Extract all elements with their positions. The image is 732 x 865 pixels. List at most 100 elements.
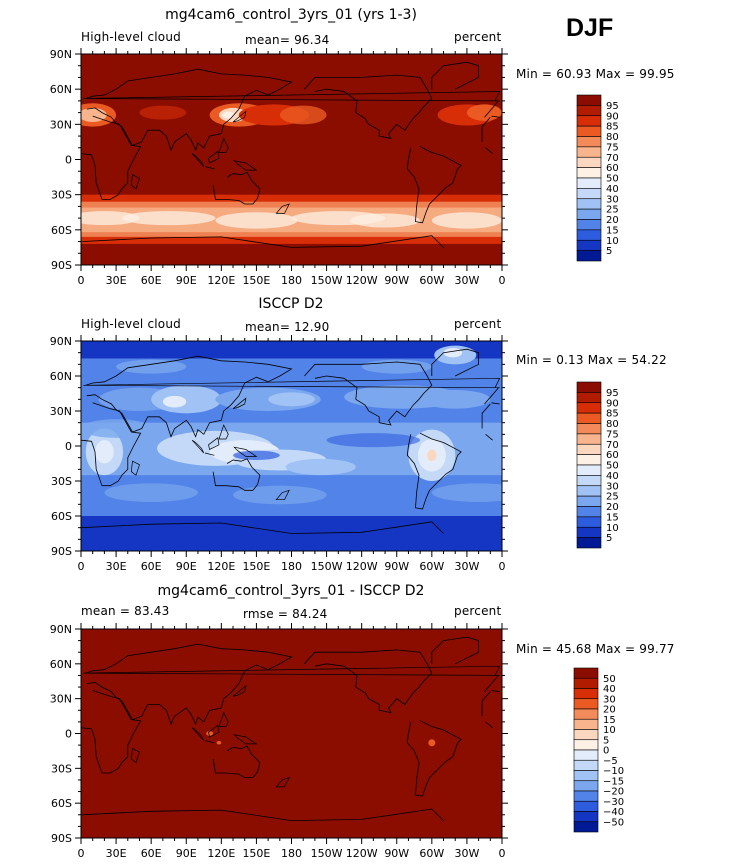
mean-label: mean= 12.90 [245,320,330,334]
y-tick-label: 90N [50,335,72,348]
x-tick-label: 0 [499,560,506,573]
colorbar-label: 40 [606,471,619,482]
colorbar-swatch [576,402,602,414]
mean-label: mean= 96.34 [245,33,330,47]
x-tick-label: 0 [499,847,506,860]
colorbar-label: −10 [603,766,624,777]
colorbar-swatch [576,125,602,137]
variable-label: High-level cloud [81,317,181,331]
y-tick-label: 60N [50,83,72,96]
min-value: 45.68 [556,642,592,656]
min-max-readout: Min = 60.93 Max = 99.95 [516,67,675,81]
colorbar-swatch [576,537,602,549]
colorbar-swatch [576,443,602,455]
axes-diff: 0 30E 60E 90E 120E 150E 180 150W 120W 90W 60W 30W 09… [50,623,508,860]
colorbar-swatch [573,770,599,782]
colorbar-label: −20 [603,787,624,798]
max-value: 99.77 [639,642,675,656]
colorbar-label: 30 [606,194,619,205]
max-value: 54.22 [631,353,667,367]
colorbar-swatch [573,698,599,710]
y-tick-label: 30S [51,762,72,775]
colorbar-swatch [576,454,602,466]
colorbar-swatch [576,136,602,148]
colorbar-swatch [576,506,602,518]
min-value: 0.13 [556,353,584,367]
colorbar-label: 95 [606,101,619,112]
max-label: Max = [595,642,636,656]
colorbar-swatch [576,105,602,117]
x-tick-label: 0 [78,274,85,287]
map-model [81,54,502,265]
y-tick-label: 0 [65,440,72,453]
x-tick-label: 180 [281,560,302,573]
colorbar-label: 60 [606,450,619,461]
y-tick-label: 30S [51,189,72,202]
x-tick-label: 180 [281,847,302,860]
colorbar-label: 90 [606,398,619,409]
mean-label: mean = 83.43 [81,604,170,618]
min-max-readout: Min = 0.13 Max = 54.22 [516,353,667,367]
colorbar-label: 15 [606,512,619,523]
panel-title: mg4cam6_control_3yrs_01 - ISCCP D2 [157,583,425,599]
colorbar-swatch [576,392,602,404]
units-label: percent [454,604,502,618]
map-diff [81,629,502,838]
colorbar-swatch [576,219,602,231]
colorbar-label: −5 [603,756,618,767]
colorbar-label: 50 [603,674,616,685]
colorbar-label: 75 [606,142,619,153]
rmse-label: rmse = 84.24 [243,607,328,621]
x-tick-label: 90W [384,847,409,860]
colorbar-swatch [573,739,599,751]
colorbar-swatch [573,708,599,720]
x-tick-label: 30E [106,560,127,573]
colorbar-swatch [573,800,599,812]
min-label: Min = [516,642,553,656]
x-tick-label: 150W [311,560,343,573]
colorbar-swatch [576,464,602,476]
panel-diff-svg: 0 30E 60E 90E 120E 150E 180 150W 120W 90W 60W 30W 09… [50,623,624,860]
colorbar-label: 95 [606,388,619,399]
x-tick-label: 90E [176,274,197,287]
colorbar-label: −40 [603,807,624,818]
map-obs [81,341,502,551]
x-tick-label: 150E [242,847,270,860]
colorbar-swatch [576,433,602,445]
colorbar-label: 85 [606,409,619,420]
y-tick-label: 0 [65,154,72,167]
colorbar-label: −15 [603,776,624,787]
colorbar-swatch [573,718,599,730]
colorbar-swatch [573,749,599,761]
min-label: Min = [516,67,553,81]
y-tick-label: 30N [50,693,72,706]
x-tick-label: 30E [106,274,127,287]
colorbar-label: 70 [606,440,619,451]
colorbar-swatch [573,780,599,792]
colorbar-swatch [576,167,602,179]
x-tick-label: 30W [454,274,479,287]
y-tick-label: 30S [51,475,72,488]
colorbar-label: 25 [606,492,619,503]
colorbar-swatch [576,381,602,393]
colorbar-swatch [573,688,599,700]
colorbar-label: 60 [606,163,619,174]
y-tick-label: 90N [50,48,72,61]
colorbar-label: 25 [606,205,619,216]
x-tick-label: 60E [141,274,162,287]
colorbar-label: 80 [606,419,619,430]
colorbar-swatch [576,115,602,127]
y-tick-label: 90S [51,832,72,845]
x-tick-label: 150E [242,560,270,573]
colorbar-label: 15 [603,715,616,726]
x-tick-label: 90E [176,560,197,573]
units-label: percent [454,317,502,331]
colorbar-swatch [576,188,602,200]
colorbar-swatch [573,677,599,689]
colorbar-swatch [576,146,602,158]
colorbar-label: 50 [606,174,619,185]
x-tick-label: 90W [384,274,409,287]
colorbar-label: 90 [606,111,619,122]
x-tick-label: 120W [346,847,378,860]
